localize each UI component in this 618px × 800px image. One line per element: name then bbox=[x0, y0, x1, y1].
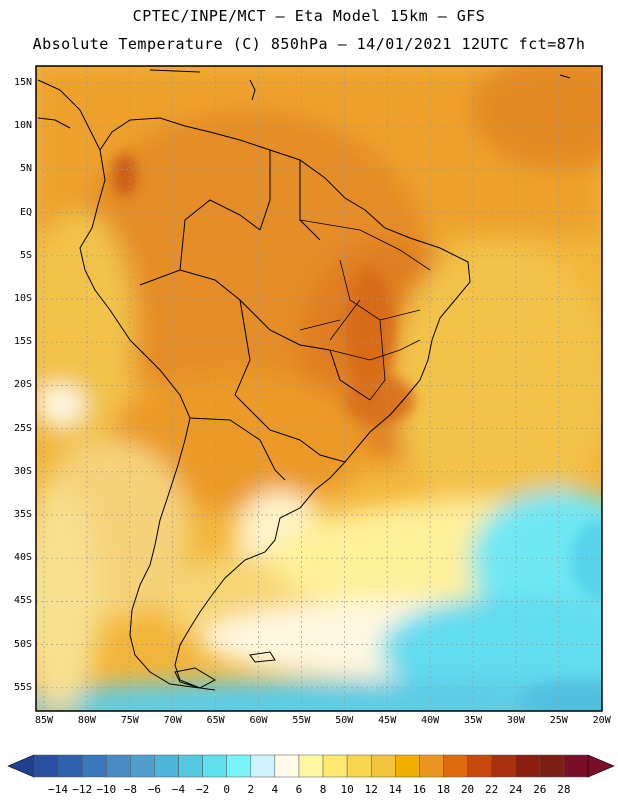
lon-tick-label: 25W bbox=[549, 715, 568, 726]
colorbar-tick-label: 10 bbox=[340, 783, 354, 796]
colorbar-swatch bbox=[106, 754, 131, 778]
colorbar-tick-label: 6 bbox=[295, 783, 303, 796]
lon-tick-label: 20W bbox=[592, 715, 611, 726]
falklands bbox=[249, 651, 276, 663]
lon-tick-label: 65W bbox=[206, 715, 225, 726]
colorbar-swatch bbox=[395, 754, 420, 778]
title-line-1: CPTEC/INPE/MCT – Eta Model 15km – GFS bbox=[132, 7, 486, 25]
colorbar-tick-label: 26 bbox=[533, 783, 547, 796]
colorbar-tick-label: −8 bbox=[123, 783, 137, 796]
lat-tick-label: 35S bbox=[13, 509, 32, 520]
colorbar-tick-label: 8 bbox=[319, 783, 327, 796]
lon-tick-label: 45W bbox=[378, 715, 397, 726]
colorbar-tick-label: −2 bbox=[195, 783, 210, 796]
colorbar-tick-label: −4 bbox=[171, 783, 186, 796]
colorbar-tick-label: −14 bbox=[48, 783, 69, 796]
lat-tick-label: 30S bbox=[13, 465, 32, 477]
lon-tick-label: 40W bbox=[421, 715, 440, 726]
colorbar-swatch bbox=[274, 754, 300, 778]
lat-tick-label: 15S bbox=[13, 336, 32, 348]
lon-tick-label: 50W bbox=[335, 715, 354, 726]
lon-tick-label: 75W bbox=[120, 715, 139, 726]
colorbar-tick-label: 12 bbox=[364, 783, 378, 796]
colorbar-tick-label: 4 bbox=[271, 783, 279, 796]
colorbar-tick-label: 18 bbox=[436, 783, 451, 796]
colorbar-swatch bbox=[226, 754, 252, 778]
lat-tick-label: 25S bbox=[13, 422, 32, 434]
lon-tick-label: 35W bbox=[463, 715, 483, 726]
colorbar-swatch bbox=[202, 754, 227, 778]
lat-tick-label: 55S bbox=[13, 681, 32, 693]
colorbar-tick-label: −10 bbox=[96, 783, 117, 796]
colorbar-tick-label: 14 bbox=[388, 783, 402, 796]
colorbar-swatch bbox=[57, 754, 83, 778]
colorbar-swatch bbox=[322, 754, 348, 778]
map-frame bbox=[35, 65, 603, 712]
brazil-states bbox=[299, 219, 431, 401]
lat-lon-grid bbox=[36, 66, 603, 711]
colorbar-tick-label: 0 bbox=[223, 783, 230, 796]
lon-tick-label: 80W bbox=[77, 715, 96, 726]
colorbar-swatch bbox=[178, 754, 203, 778]
lon-tick-label: 30W bbox=[506, 715, 525, 726]
lat-tick-label: 5N bbox=[19, 163, 32, 175]
colorbar-min-arrow bbox=[7, 754, 35, 778]
lat-tick-label: 5S bbox=[19, 249, 32, 261]
colorbar-swatch bbox=[443, 754, 468, 778]
colorbar-max-arrow bbox=[587, 754, 615, 778]
colorbar-tick-label: 22 bbox=[485, 783, 499, 796]
colorbar-swatch bbox=[33, 754, 59, 778]
colorbar-swatch bbox=[515, 754, 541, 778]
caribbean-islands bbox=[149, 69, 571, 101]
colorbar-swatch bbox=[298, 754, 324, 778]
lon-tick-label: 55W bbox=[292, 715, 311, 726]
colorbar-swatch bbox=[370, 754, 396, 778]
temperature-field bbox=[36, 66, 602, 711]
lon-tick-label: 70W bbox=[163, 715, 182, 726]
title-line-2: Absolute Temperature (C) 850hPa – 14/01/… bbox=[32, 35, 586, 53]
colorbar-tick-label: −12 bbox=[72, 783, 93, 796]
colorbar-tick-label: −6 bbox=[147, 783, 162, 796]
lat-tick-label: 50S bbox=[13, 638, 32, 650]
colorbar-swatch bbox=[346, 754, 372, 778]
lat-tick-label: 20S bbox=[13, 379, 32, 391]
lat-tick-label: 45S bbox=[13, 595, 32, 607]
lon-tick-label: 85W bbox=[34, 715, 54, 726]
colorbar-swatch bbox=[154, 754, 179, 778]
lat-tick-label: 10S bbox=[13, 293, 32, 304]
colorbar-swatch bbox=[81, 754, 107, 778]
lat-tick-label: EQ bbox=[19, 206, 32, 218]
colorbar-tick-label: 16 bbox=[412, 783, 427, 796]
colorbar bbox=[7, 754, 615, 778]
coastlines bbox=[37, 69, 571, 691]
tierra-del-fuego bbox=[174, 667, 217, 689]
colorbar-tick-label: 24 bbox=[509, 783, 523, 796]
colorbar-swatch bbox=[491, 754, 516, 778]
colorbar-swatch bbox=[467, 754, 492, 778]
colorbar-tick-label: 20 bbox=[460, 783, 475, 796]
lat-tick-label: 10N bbox=[13, 120, 32, 132]
colorbar-swatch bbox=[419, 754, 444, 778]
colorbar-swatch bbox=[250, 754, 276, 778]
lat-tick-label: 15N bbox=[13, 77, 32, 88]
lat-tick-label: 40S bbox=[13, 552, 32, 564]
colorbar-swatch bbox=[539, 754, 565, 778]
lon-tick-label: 60W bbox=[249, 715, 268, 726]
colorbar-tick-label: 28 bbox=[557, 783, 571, 796]
central-america-coast bbox=[37, 79, 101, 151]
colorbar-swatch bbox=[130, 754, 155, 778]
colorbar-tick-label: 2 bbox=[247, 783, 255, 796]
colorbar-swatch bbox=[563, 754, 589, 778]
